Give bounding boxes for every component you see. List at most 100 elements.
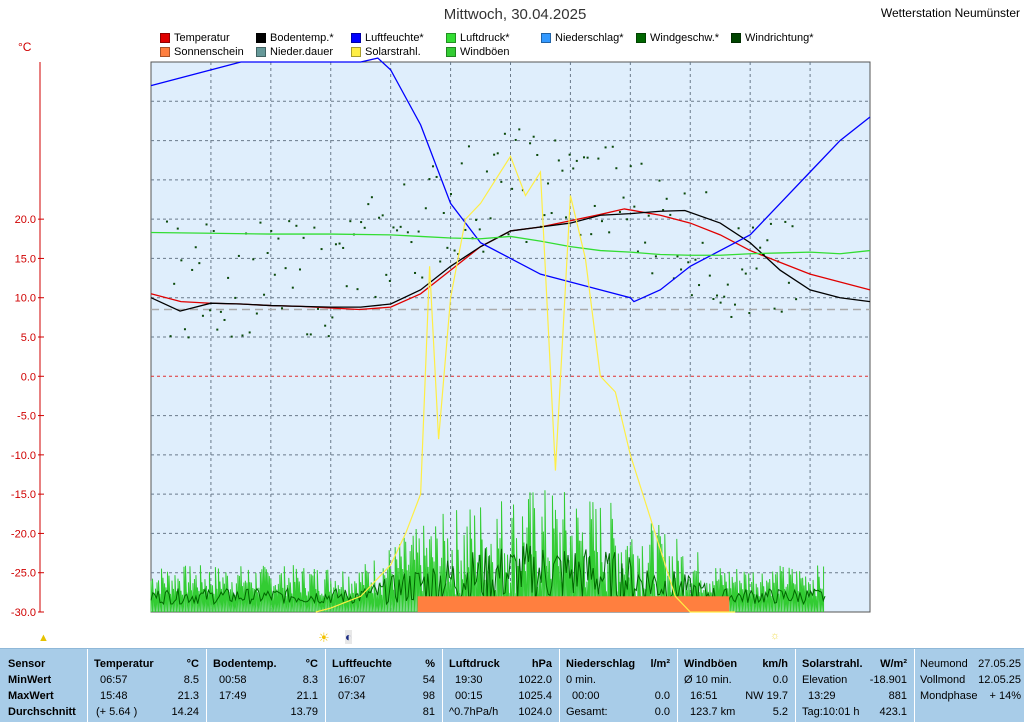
wind-direction-point [669,213,672,216]
solar-max-time: 13:29 [808,690,836,702]
wind-direction-point [176,227,179,230]
wind-direction-point [464,228,467,231]
wind-direction-point [622,196,625,199]
legend-item-niederschlag: Niederschlag* [541,32,623,44]
wind-direction-point [478,228,481,231]
wind-direction-point [503,132,506,135]
legend-item-sonnenschein: Sonnenschein [160,46,244,58]
wind-direction-point [640,162,643,165]
y-tick-label: 10.0 [15,293,36,305]
grid-lines [151,62,870,612]
label-sensor: Sensor [8,658,46,670]
wind-direction-point [748,312,751,315]
legend-item-niederdauer: Nieder.dauer [256,46,333,58]
wind-direction-point [593,204,596,207]
niederschlag-title: Niederschlag [566,658,636,670]
wind-direction-point [446,246,449,249]
wind-direction-point [475,218,478,221]
windboeen-max-time: 16:51 [690,690,718,702]
series-windboeen [150,490,825,613]
wind-direction-point [665,197,668,200]
sunset-icon: ☼ [770,630,781,642]
wind-direction-point [726,283,729,286]
wind-direction-point [345,285,348,288]
wind-direction-point [683,192,686,195]
wind-direction-point [611,145,614,148]
temperatur-unit: °C [186,658,199,670]
wind-direction-point [791,225,794,228]
wind-direction-point [629,165,632,168]
wind-direction-point [263,293,266,296]
wind-direction-point [543,214,546,217]
legend-item-windboeen: Windböen [446,46,510,58]
wind-direction-point [608,231,611,234]
bodentemp-avg: 13.79 [290,706,318,718]
wind-direction-point [270,229,273,232]
wind-direction-point [216,328,219,331]
wind-direction-point [644,241,647,244]
wind-direction-point [680,268,683,271]
stats-luftdruck-column: Luftdruck hPa 19:30 1022.0 00:15 1025.4 ^0.… [443,649,558,722]
wind-bands [150,128,826,613]
wind-direction-point [313,226,316,229]
wind-direction-point [618,210,621,213]
wind-direction-point [331,316,334,319]
legend-item-windrichtung: Windrichtung* [731,32,813,44]
y-tick-label: 5.0 [21,332,36,344]
wind-direction-point [378,216,381,219]
plot-area [150,61,871,613]
luftfeuchte-min: 54 [422,674,435,686]
station-name: Wetterstation Neumünster [880,6,1020,20]
bodentemp-min: 8.3 [302,674,318,686]
wind-direction-point [701,241,704,244]
mondphase-label: Mondphase [920,690,978,702]
y-tick-label: -15.0 [11,489,36,501]
wind-direction-point [316,307,319,310]
wind-direction-point [227,276,230,279]
wind-direction-point [252,258,255,261]
wind-direction-point [428,178,431,181]
wind-direction-point [615,167,618,170]
stats-labels-column: Sensor MinWert MaxWert Durchschnitt [0,649,86,722]
wind-direction-point [460,162,463,165]
wind-direction-point [360,221,363,224]
label-max: MaxWert [8,690,54,702]
stats-luftfeuchte-column: Luftfeuchte% 16:07 54 07:34 98 81 [326,649,441,722]
wind-direction-point [514,138,517,141]
wind-direction-point [194,246,197,249]
series-solarstrahl [315,154,736,613]
sunrise-icon: ▲ [38,632,49,644]
solar-daylength: Tag:10:01 h [802,706,860,718]
wind-direction-point [370,196,373,199]
wind-direction-point [414,271,417,274]
wind-direction-point [187,336,190,339]
luftfeuchte-title: Luftfeuchte [332,658,392,670]
wind-direction-point [309,333,312,336]
temperatur-title: Temperatur [94,658,154,670]
wind-direction-point [690,294,693,297]
bodentemp-max: 21.1 [296,690,318,702]
wind-direction-point [180,259,183,262]
series-lines [150,57,871,613]
wind-direction-point [787,281,790,284]
wind-direction-point [442,211,445,214]
solar-avg: 423.1 [879,706,907,718]
y-tick-label: 20.0 [15,214,36,226]
wind-direction-point [698,284,701,287]
wind-direction-point [410,241,413,244]
chart-plot: 20.0 15.0 10.0 5.0 0.0 -5.0 -10.0 -15.0 -20.0 -25… [11,57,871,619]
luftdruck-trend: ^0.7hPa/h [449,706,499,718]
wind-direction-point [212,229,215,232]
wind-direction-point [759,246,762,249]
luftfeuchte-min-time: 16:07 [338,674,366,686]
stats-moon-column: Neumond 27.05.25 Vollmond 12.05.25 Mondpha… [915,649,1024,722]
wind-direction-point [766,239,769,242]
wind-direction-point [636,250,639,253]
wind-direction-point [529,142,532,145]
temperatur-min: 8.5 [183,674,199,686]
wind-direction-point [209,309,212,312]
wind-direction-point [769,222,772,225]
luftdruck-avg: 1024.0 [518,706,552,718]
stats-windboeen-column: Windböen km/h Ø 10 min. 0.0 16:51 NW 19.7 1… [678,649,794,722]
luftdruck-max-time: 00:15 [455,690,483,702]
